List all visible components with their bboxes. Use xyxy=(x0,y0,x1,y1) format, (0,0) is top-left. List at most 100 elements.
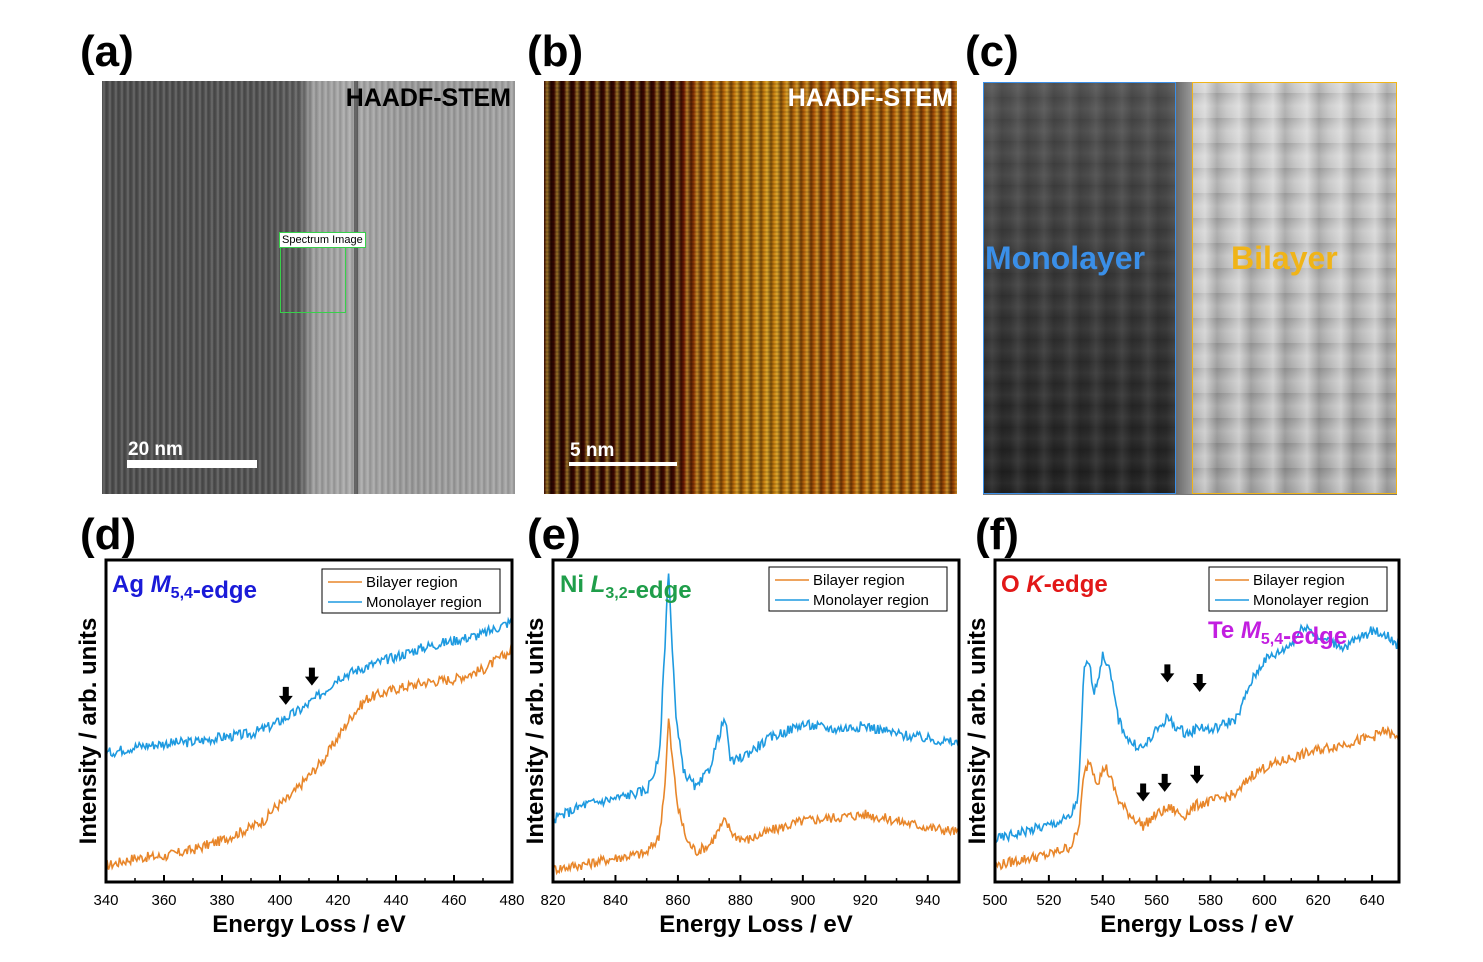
y-axis-label: Intensity / arb. units xyxy=(75,618,102,845)
y-axis-label: Intensity / arb. units xyxy=(522,618,549,845)
plot-frame xyxy=(551,558,961,884)
panel-b-letter: (b) xyxy=(527,27,584,76)
edge-title: O K-edge xyxy=(1001,571,1108,598)
legend-box xyxy=(321,568,501,614)
y-axis-label: Intensity / arb. units xyxy=(964,618,991,845)
spectrum-image-tag: Spectrum Image xyxy=(279,232,366,248)
x-tick-label: 420 xyxy=(325,892,350,909)
legend: Bilayer region Monolayer region xyxy=(321,568,501,614)
title-part: -edge xyxy=(1283,623,1347,650)
monolayer-region xyxy=(983,82,1176,494)
title-part: 5,4 xyxy=(171,585,193,602)
legend-entry: Bilayer region xyxy=(1253,572,1345,589)
x-tick-label: 600 xyxy=(1252,892,1277,909)
title-part: Ni xyxy=(560,571,591,598)
down-arrow-icon xyxy=(1190,765,1204,784)
x-tick-label: 940 xyxy=(915,892,940,909)
down-arrow-icon xyxy=(1157,773,1172,792)
x-tick-label: 860 xyxy=(665,892,690,909)
x-tick-label: 340 xyxy=(93,892,118,909)
panel-b-scalebar-label: 5 nm xyxy=(570,440,615,461)
edge-title-te: Te M5,4-edge xyxy=(1208,617,1347,650)
x-tick-label: 520 xyxy=(1036,892,1061,909)
title-part: O xyxy=(1001,571,1026,598)
x-tick-label: 500 xyxy=(982,892,1007,909)
x-axis-label: Energy Loss / eV xyxy=(212,911,405,938)
edge-title: Ag M5,4-edge xyxy=(112,571,257,604)
x-tick-label: 640 xyxy=(1360,892,1385,909)
down-arrow-icon xyxy=(1136,783,1151,802)
x-axis-label: Energy Loss / eV xyxy=(1100,911,1293,938)
title-part: Ag xyxy=(112,571,151,598)
x-tick-label: 400 xyxy=(267,892,292,909)
panel-a-scalebar-label: 20 nm xyxy=(128,439,183,460)
panel-c-letter: (c) xyxy=(965,27,1019,76)
legend-box xyxy=(768,566,948,612)
panel-e-letter: (e) xyxy=(527,510,581,559)
title-part: -edge xyxy=(193,577,257,604)
legend-entry: Monolayer region xyxy=(813,592,929,609)
title-part: Te xyxy=(1208,617,1241,644)
x-tick-label: 480 xyxy=(499,892,524,909)
down-arrow-icon xyxy=(1160,664,1175,683)
legend-box xyxy=(1208,566,1388,612)
x-tick-label: 360 xyxy=(151,892,176,909)
series-line-monolayer xyxy=(552,573,960,824)
x-tick-label: 820 xyxy=(540,892,565,909)
chart-e: 820 840 860 880 900 920 940 Energy Loss / eV Int… xyxy=(522,558,961,938)
plot-frame xyxy=(993,558,1401,884)
legend-entry: Monolayer region xyxy=(1253,592,1369,609)
panel-a-image: HAADF-STEM Spectrum Image 20 nm xyxy=(102,81,515,494)
series-line-bilayer xyxy=(105,644,513,871)
x-tick-label: 580 xyxy=(1198,892,1223,909)
x-tick-label: 620 xyxy=(1306,892,1331,909)
chart-f: 500 520 540 560 580 600 620 640 Energy Loss / eV… xyxy=(964,558,1401,938)
x-tick-label: 560 xyxy=(1144,892,1169,909)
title-part: 5,4 xyxy=(1261,631,1283,648)
x-tick-label: 900 xyxy=(790,892,815,909)
title-part: M xyxy=(151,571,172,598)
title-part: 3,2 xyxy=(605,585,627,602)
monolayer-label: Monolayer xyxy=(985,240,1146,276)
panel-f-letter: (f) xyxy=(975,510,1019,559)
panel-c-image: Monolayer Bilayer xyxy=(983,82,1397,495)
x-axis-label: Energy Loss / eV xyxy=(659,911,852,938)
x-tick-label: 540 xyxy=(1090,892,1115,909)
panel-a-scalebar xyxy=(127,460,257,468)
bilayer-region xyxy=(1192,82,1397,494)
down-arrow-icon xyxy=(1192,674,1207,693)
title-part: -edge xyxy=(1044,571,1108,598)
panel-d-letter: (d) xyxy=(80,510,137,559)
series-line-monolayer xyxy=(994,623,1400,844)
down-arrow-icon xyxy=(304,667,319,686)
gap-region xyxy=(1176,82,1192,494)
title-part: K xyxy=(1026,571,1045,598)
panel-b-image: HAADF-STEM 5 nm xyxy=(544,81,957,494)
chart-d: 340 360 380 400 420 440 460 480 Energy Loss / eV… xyxy=(75,558,525,938)
x-tick-label: 460 xyxy=(441,892,466,909)
legend-entry: Bilayer region xyxy=(813,572,905,589)
panel-a-letter: (a) xyxy=(80,27,134,76)
x-tick-label: 380 xyxy=(209,892,234,909)
panel-a-label: HAADF-STEM xyxy=(345,84,511,112)
x-tick-label: 880 xyxy=(728,892,753,909)
x-tick-label: 920 xyxy=(853,892,878,909)
x-tick-label: 440 xyxy=(383,892,408,909)
x-tick-label: 840 xyxy=(603,892,628,909)
edge-title: Ni L3,2-edge xyxy=(560,571,692,604)
legend-entry: Bilayer region xyxy=(366,574,458,591)
panel-b-label: HAADF-STEM xyxy=(787,84,953,112)
title-part: -edge xyxy=(628,577,692,604)
legend: Bilayer region Monolayer region xyxy=(1208,566,1388,612)
series-line-bilayer xyxy=(994,725,1400,871)
bilayer-label: Bilayer xyxy=(1231,240,1338,276)
series-line-monolayer xyxy=(105,616,513,759)
panel-b-scalebar xyxy=(569,462,677,466)
series-line-bilayer xyxy=(552,718,960,876)
legend-entry: Monolayer region xyxy=(366,594,482,611)
down-arrow-icon xyxy=(278,686,293,705)
legend: Bilayer region Monolayer region xyxy=(768,566,948,612)
title-part: M xyxy=(1241,617,1262,644)
title-part: L xyxy=(591,571,606,598)
